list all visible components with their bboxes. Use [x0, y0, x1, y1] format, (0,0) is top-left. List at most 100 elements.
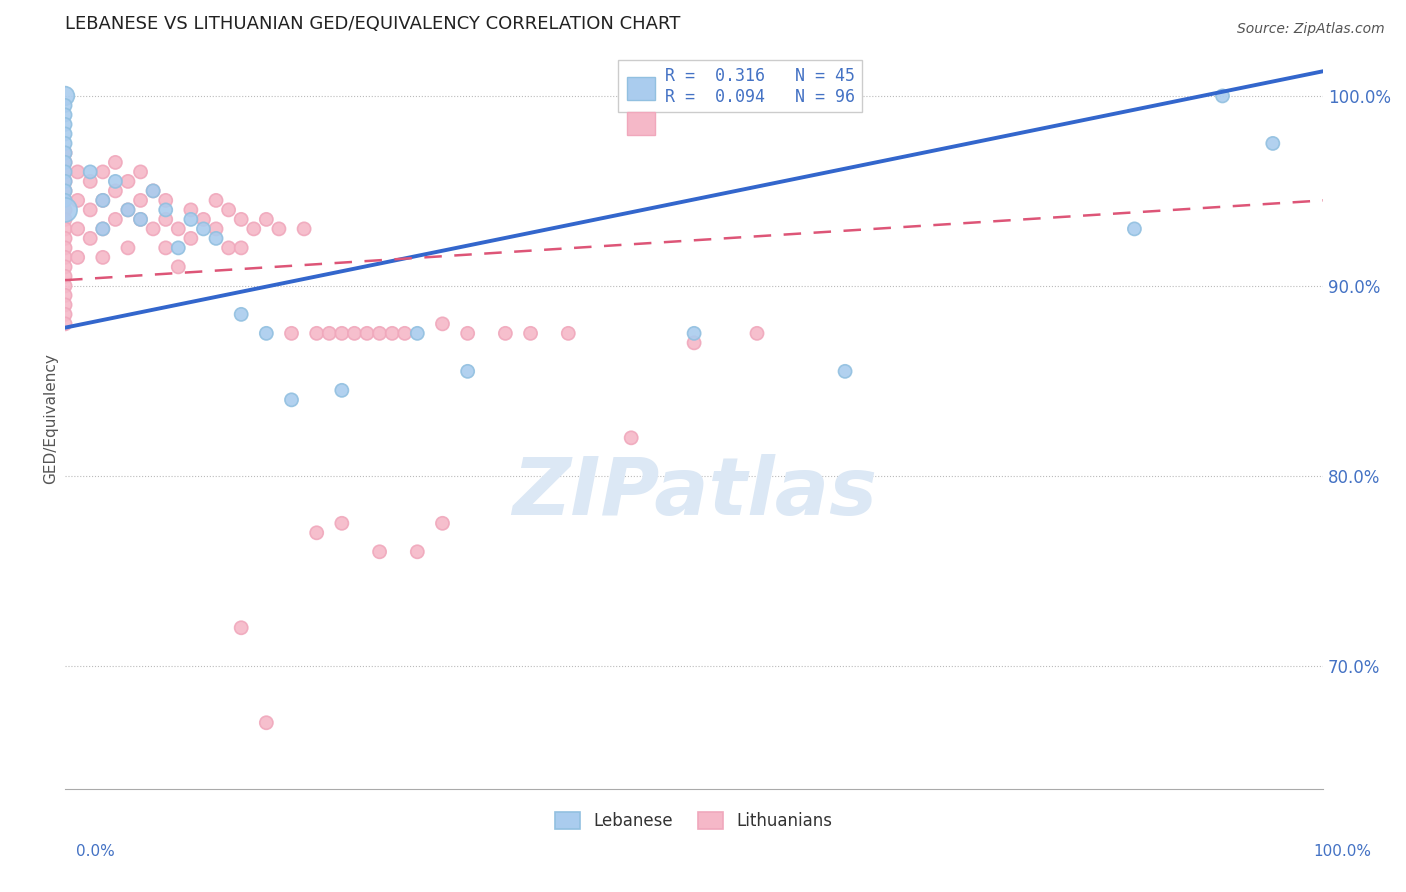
Point	[218, 241, 240, 255]
Point	[406, 326, 429, 341]
Point	[117, 202, 139, 217]
Point	[91, 222, 114, 236]
Point	[406, 545, 429, 559]
Point	[53, 174, 76, 188]
Point	[91, 194, 114, 208]
Point	[620, 431, 643, 445]
Point	[91, 165, 114, 179]
Point	[167, 241, 190, 255]
Point	[683, 326, 706, 341]
Point	[53, 260, 76, 274]
Point	[129, 212, 152, 227]
Point	[53, 98, 76, 112]
Point	[155, 241, 177, 255]
Point	[305, 525, 328, 540]
Point	[53, 269, 76, 284]
Point	[91, 222, 114, 236]
Point	[91, 251, 114, 265]
Point	[79, 231, 101, 245]
Point	[330, 384, 353, 398]
Point	[231, 212, 253, 227]
Point	[66, 165, 89, 179]
Point	[53, 317, 76, 331]
Point	[231, 621, 253, 635]
Point	[91, 194, 114, 208]
Point	[205, 194, 228, 208]
Point	[53, 184, 76, 198]
Point	[53, 288, 76, 302]
Text: Source: ZipAtlas.com: Source: ZipAtlas.com	[1237, 22, 1385, 37]
Point	[53, 89, 76, 103]
Point	[53, 202, 76, 217]
Point	[53, 136, 76, 151]
Point	[167, 260, 190, 274]
Point	[53, 202, 76, 217]
Point	[53, 165, 76, 179]
Point	[254, 326, 277, 341]
Point	[66, 194, 89, 208]
Point	[53, 307, 76, 321]
Point	[155, 212, 177, 227]
Point	[180, 202, 202, 217]
Point	[254, 212, 277, 227]
Point	[292, 222, 315, 236]
Point	[104, 184, 127, 198]
Point	[142, 184, 165, 198]
Point	[1261, 136, 1284, 151]
Point	[53, 145, 76, 160]
Point	[330, 516, 353, 531]
Point	[1211, 89, 1233, 103]
Point	[104, 212, 127, 227]
Point	[457, 364, 479, 378]
Point	[53, 251, 76, 265]
Point	[193, 222, 215, 236]
Point	[242, 222, 264, 236]
Point	[205, 231, 228, 245]
Point	[432, 317, 454, 331]
Point	[180, 231, 202, 245]
Point	[343, 326, 366, 341]
Point	[457, 326, 479, 341]
Point	[231, 241, 253, 255]
Text: 100.0%: 100.0%	[1313, 845, 1372, 859]
Point	[683, 335, 706, 350]
Point	[155, 194, 177, 208]
Y-axis label: GED/Equivalency: GED/Equivalency	[44, 353, 58, 484]
Point	[280, 392, 302, 407]
Point	[394, 326, 416, 341]
Point	[53, 194, 76, 208]
Point	[368, 545, 391, 559]
Point	[104, 174, 127, 188]
Point	[79, 174, 101, 188]
Text: 0.0%: 0.0%	[76, 845, 115, 859]
Point	[53, 127, 76, 141]
Point	[53, 165, 76, 179]
Point	[117, 174, 139, 188]
Point	[267, 222, 290, 236]
Point	[519, 326, 541, 341]
Point	[193, 212, 215, 227]
Point	[494, 326, 516, 341]
Point	[53, 117, 76, 131]
Point	[53, 241, 76, 255]
Point	[53, 155, 76, 169]
Point	[218, 202, 240, 217]
Point	[53, 174, 76, 188]
Point	[557, 326, 579, 341]
Point	[280, 326, 302, 341]
Point	[155, 202, 177, 217]
Point	[53, 278, 76, 293]
Point	[79, 202, 101, 217]
Point	[117, 202, 139, 217]
Point	[129, 212, 152, 227]
Point	[205, 222, 228, 236]
Point	[53, 194, 76, 208]
Point	[1123, 222, 1146, 236]
Point	[231, 307, 253, 321]
Point	[104, 155, 127, 169]
Point	[53, 298, 76, 312]
Point	[66, 251, 89, 265]
Point	[305, 326, 328, 341]
FancyBboxPatch shape	[627, 112, 655, 135]
Point	[117, 241, 139, 255]
